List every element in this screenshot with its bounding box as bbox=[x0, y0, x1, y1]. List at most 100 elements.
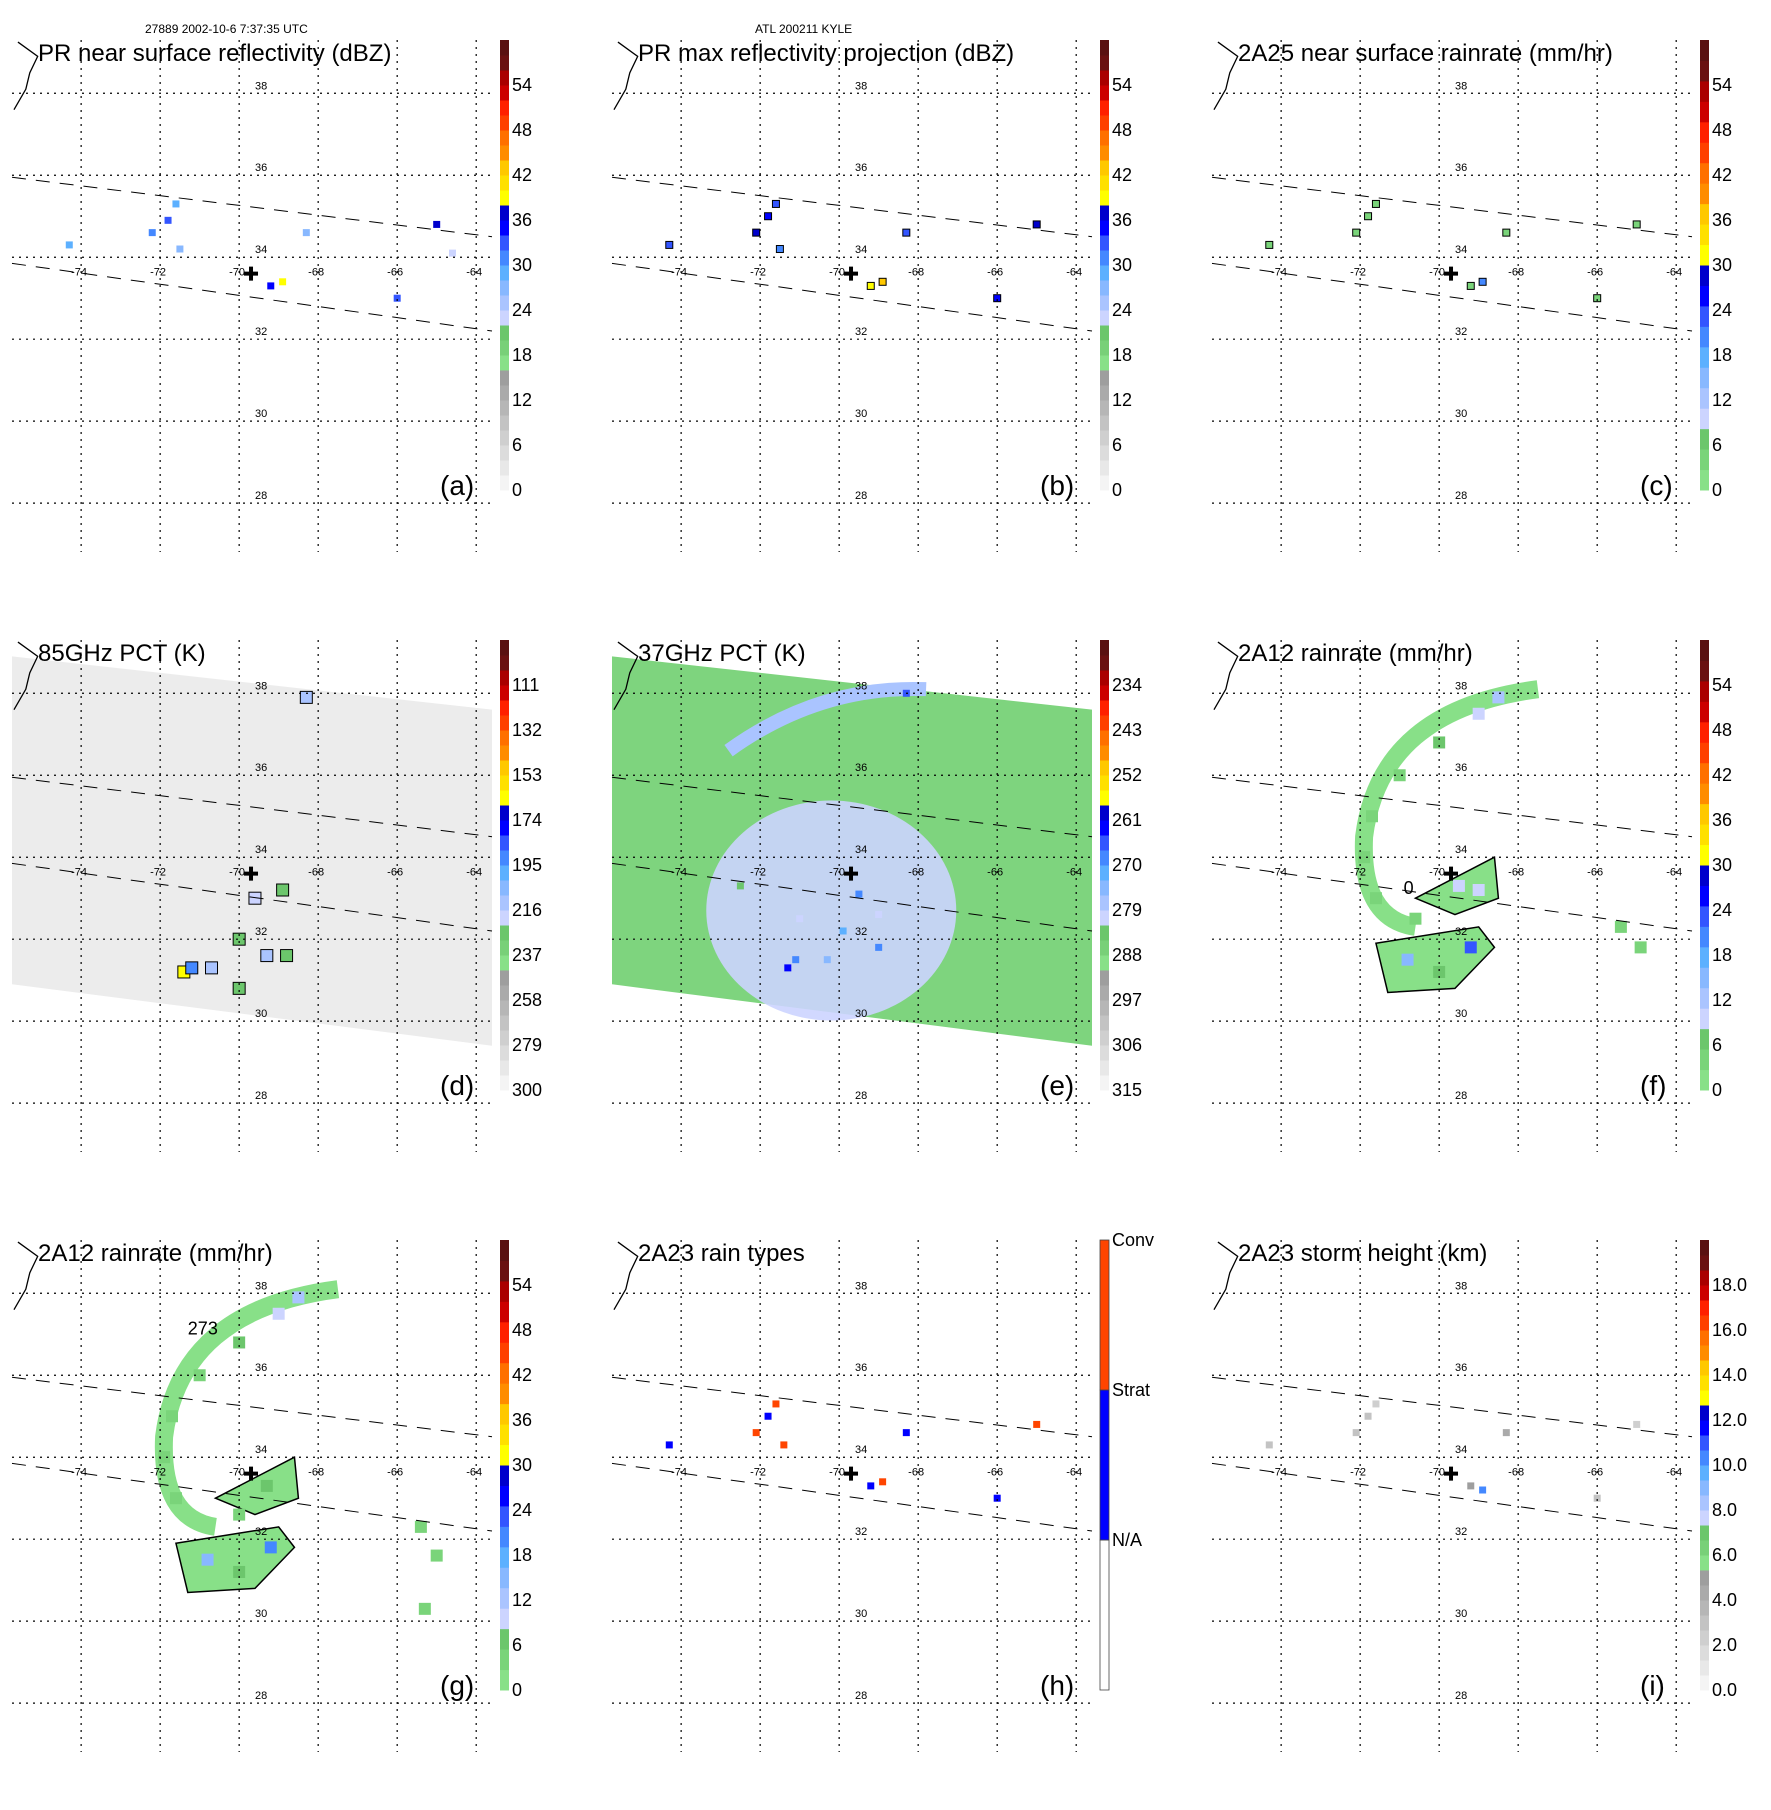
pr-swath-edge bbox=[1211, 1376, 1693, 1438]
data-cell bbox=[764, 1412, 772, 1420]
colorbar-segment bbox=[1700, 1300, 1709, 1316]
data-cell bbox=[780, 1441, 788, 1449]
data-cell bbox=[1366, 810, 1378, 823]
colorbar-segment bbox=[500, 1444, 509, 1466]
data-cell bbox=[1466, 281, 1475, 290]
lat-tick-label: 36 bbox=[855, 762, 867, 774]
lat-tick-label: 30 bbox=[1455, 1608, 1467, 1620]
colorbar-tick-label: 243 bbox=[1112, 720, 1142, 740]
lon-tick-label: -70 bbox=[229, 267, 245, 279]
colorbar-segment bbox=[1100, 835, 1109, 851]
lat-tick-label: 28 bbox=[255, 490, 267, 502]
colorbar-segment bbox=[500, 1015, 509, 1031]
data-cell bbox=[172, 200, 180, 208]
data-cell bbox=[1464, 941, 1477, 954]
colorbar-segment bbox=[1100, 850, 1109, 866]
storm-center-marker bbox=[1444, 266, 1459, 281]
colorbar-segment bbox=[1700, 428, 1709, 450]
data-cell bbox=[1632, 220, 1641, 229]
colorbar-segment bbox=[1700, 346, 1709, 368]
colorbar-segment bbox=[1700, 121, 1709, 143]
lon-tick-label: -72 bbox=[750, 1467, 766, 1479]
colorbar-tick-label: 258 bbox=[512, 990, 542, 1010]
colorbar-segment bbox=[1100, 940, 1109, 956]
lon-tick-label: -64 bbox=[1666, 267, 1682, 279]
lon-tick-label: -68 bbox=[908, 267, 924, 279]
colorbar-segment bbox=[1700, 1315, 1709, 1331]
data-cell bbox=[158, 1451, 171, 1464]
colorbar-segment bbox=[1100, 385, 1109, 401]
colorbar-segment bbox=[1700, 905, 1709, 927]
colorbar-segment bbox=[500, 775, 509, 791]
colorbar-segment bbox=[500, 400, 509, 416]
data-cell bbox=[65, 241, 73, 249]
colorbar-tick-label: 279 bbox=[1112, 900, 1142, 920]
pr-swath-edge bbox=[611, 776, 1093, 838]
colorbar-segment bbox=[1700, 926, 1709, 948]
colorbar-segment bbox=[1100, 1060, 1109, 1076]
colorbar-tick-label: 12 bbox=[1112, 390, 1132, 410]
colorbar-segment bbox=[1700, 1390, 1709, 1406]
lat-tick-label: 28 bbox=[1455, 1090, 1467, 1102]
lon-tick-label: -70 bbox=[1429, 867, 1445, 879]
colorbar-tick-label: 6 bbox=[1712, 1035, 1722, 1055]
colorbar-tick-label: 261 bbox=[1112, 810, 1142, 830]
lat-tick-label: 38 bbox=[1455, 680, 1467, 692]
coastline bbox=[1213, 1241, 1239, 1310]
colorbar-segment bbox=[500, 745, 509, 761]
colorbar-segment bbox=[1700, 783, 1709, 805]
lat-tick-label: 30 bbox=[255, 1608, 267, 1620]
data-cell bbox=[279, 278, 287, 286]
map-e: 38 36 34 32 30 28 -74 -72 -70 -68 -66 -64 315 306 297 2… bbox=[611, 640, 1142, 1152]
colorbar-segment bbox=[1100, 310, 1109, 326]
colorbar-segment bbox=[500, 235, 509, 251]
data-cell bbox=[875, 943, 883, 951]
colorbar-segment bbox=[1700, 803, 1709, 825]
colorbar-segment bbox=[500, 430, 509, 446]
data-cell bbox=[1265, 1441, 1273, 1449]
colorbar-segment bbox=[1100, 955, 1109, 971]
data-cell bbox=[1472, 884, 1485, 896]
colorbar-segment bbox=[1100, 55, 1109, 71]
colorbar-segment bbox=[1100, 100, 1109, 116]
colorbar-segment bbox=[1700, 865, 1709, 886]
colorbar-tick-label: 4.0 bbox=[1712, 1590, 1737, 1610]
data-cell bbox=[866, 281, 875, 290]
lon-tick-label: -68 bbox=[1508, 267, 1524, 279]
pr-swath-edge bbox=[611, 1462, 1093, 1532]
colorbar-segment bbox=[1700, 367, 1709, 389]
data-cell bbox=[193, 1369, 206, 1382]
colorbar-segment bbox=[1700, 408, 1709, 430]
panel-i: 38 36 34 32 30 28 -74 -72 -70 -68 -66 -64 0.0 2.0 4.0 6… bbox=[1200, 1230, 1771, 1810]
lat-tick-label: 28 bbox=[255, 1090, 267, 1102]
colorbar-tick-label: 0 bbox=[1112, 480, 1122, 500]
data-cell bbox=[772, 1400, 780, 1408]
colorbar-segment bbox=[1100, 70, 1109, 86]
colorbar-segment bbox=[500, 985, 509, 1001]
colorbar-tick-label: 2.0 bbox=[1712, 1635, 1737, 1655]
colorbar-segment bbox=[1100, 820, 1109, 836]
lon-tick-label: -74 bbox=[71, 1467, 87, 1479]
colorbar-segment bbox=[1700, 1405, 1709, 1421]
pr-swath-edge bbox=[11, 1376, 493, 1438]
colorbar-segment bbox=[1700, 1630, 1709, 1646]
data-cell bbox=[1364, 1412, 1372, 1420]
colorbar-segment bbox=[1700, 1028, 1709, 1050]
lat-tick-label: 36 bbox=[255, 762, 267, 774]
data-cell bbox=[855, 890, 863, 898]
panel-title: 37GHz PCT (K) bbox=[638, 640, 806, 667]
colorbar-tick-label: 54 bbox=[1712, 75, 1732, 95]
colorbar-tick-label: 297 bbox=[1112, 990, 1142, 1010]
lon-tick-label: -66 bbox=[387, 267, 403, 279]
lat-tick-label: 30 bbox=[255, 408, 267, 420]
lat-tick-label: 34 bbox=[255, 1444, 267, 1456]
colorbar-segment bbox=[500, 730, 509, 746]
data-cell bbox=[839, 927, 847, 935]
data-cell bbox=[302, 229, 310, 237]
colorbar-segment bbox=[1700, 142, 1709, 164]
colorbar-segment bbox=[1100, 1030, 1109, 1046]
colorbar-segment bbox=[500, 1280, 509, 1302]
colorbar-tick-label: 12 bbox=[1712, 390, 1732, 410]
colorbar-segment bbox=[1100, 655, 1109, 671]
colorbar-tick-label: 36 bbox=[1112, 210, 1132, 230]
